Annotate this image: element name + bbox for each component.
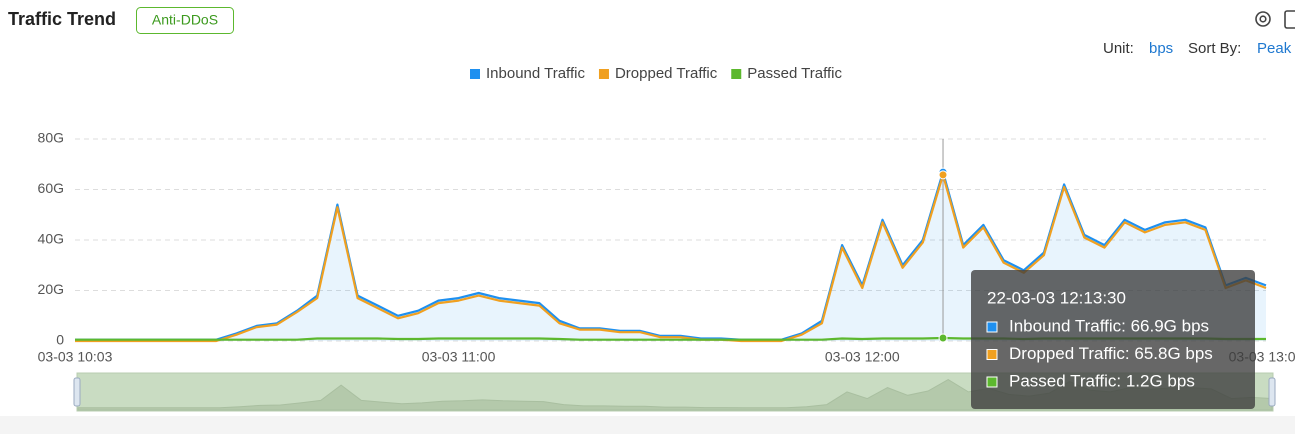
tooltip-time: 22-03-03 12:13:30 [987, 288, 1126, 307]
sort-label: Sort By: [1188, 40, 1241, 57]
footer-strip [0, 416, 1295, 434]
legend-swatch [598, 69, 609, 79]
tooltip-line: Passed Traffic: 1.2G bps [1009, 371, 1195, 390]
settings-icon[interactable] [1255, 11, 1271, 27]
hover-dot [938, 333, 948, 343]
legend-swatch [731, 69, 742, 79]
x-tick-label: 03-03 10:03 [38, 349, 113, 365]
y-tick-label: 0 [56, 332, 64, 348]
hover-dot [938, 170, 948, 180]
series-line [75, 173, 1267, 343]
x-tick-label: 03-03 11:00 [422, 349, 496, 365]
legend-label: Dropped Traffic [615, 65, 718, 82]
y-tick-label: 40G [38, 231, 64, 247]
badge-box [136, 7, 234, 34]
badge: Anti-DDoS [152, 12, 218, 28]
zoom-handle[interactable] [1268, 377, 1276, 407]
tooltip-line: Dropped Traffic: 65.8G bps [1009, 344, 1213, 363]
y-tick-label: 80G [38, 130, 64, 146]
export-icon[interactable] [1284, 10, 1295, 29]
tooltip-swatch [986, 349, 998, 360]
zoom-handle[interactable] [73, 377, 81, 407]
sort-value[interactable]: Peak [1257, 40, 1292, 57]
legend-swatch [470, 69, 480, 79]
area [75, 172, 1266, 341]
x-tick-label: 03-03 12:00 [825, 349, 900, 365]
y-tick-label: 20G [38, 281, 64, 297]
legend-label: Passed Traffic [747, 65, 842, 82]
tooltip-swatch [986, 321, 998, 333]
unit-label: Unit: [1103, 40, 1134, 57]
tooltip-swatch [986, 376, 998, 388]
tooltip-line: Inbound Traffic: 66.9G bps [1009, 316, 1209, 335]
legend-label: Inbound Traffic [486, 65, 585, 82]
y-tick-label: 60G [38, 180, 64, 196]
unit-value[interactable]: bps [1149, 40, 1173, 57]
title: Traffic Trend [8, 9, 116, 29]
tooltip-box [971, 270, 1255, 409]
